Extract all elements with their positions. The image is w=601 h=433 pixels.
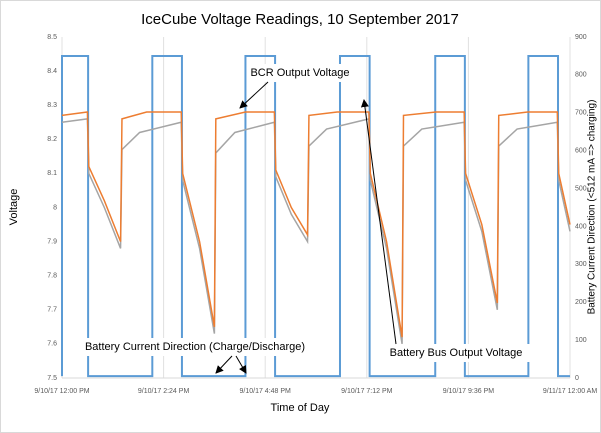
plot-area: 9/10/17 12:00 PM 9/10/17 2:24 PM 9/10/17 4… <box>34 34 597 395</box>
x-tick-label: 9/10/17 9:36 PM <box>443 388 495 395</box>
annotation-bg <box>376 344 536 362</box>
annotation: BCR Output Voltage <box>250 67 349 79</box>
y-tick-label: 7.6 <box>47 341 57 348</box>
y-tick-label: 8 <box>53 204 57 211</box>
x-axis-title: Time of Day <box>271 402 330 414</box>
y2-tick-label: 800 <box>575 72 587 79</box>
x-tick-label: 9/10/17 4:48 PM <box>240 388 292 395</box>
series-line <box>61 54 570 378</box>
annotation-arrow <box>360 99 397 345</box>
y2-tick-label: 700 <box>575 110 587 117</box>
y-tick-label: 7.5 <box>47 375 57 382</box>
annotation-bg <box>248 64 352 82</box>
x-tick-label: 9/11/17 12:00 AM <box>543 388 598 395</box>
y-tick-label: 7.8 <box>47 273 57 280</box>
y2-tick-label: 200 <box>575 299 587 306</box>
x-tick-label: 9/10/17 2:24 PM <box>138 388 190 395</box>
annotation: Battery Current Direction (Charge/Discha… <box>85 341 305 353</box>
annotations: BCR Output Voltage Battery Current Direc… <box>66 64 536 374</box>
y2-tick-label: 100 <box>575 337 587 344</box>
annotation: Battery Bus Output Voltage <box>390 347 523 359</box>
y-tick-label: 7.7 <box>47 307 57 314</box>
series-line <box>61 111 571 338</box>
y-tick-label: 8.5 <box>47 34 57 41</box>
y-tick-label: 8.3 <box>47 102 57 109</box>
y-tick-label: 8.1 <box>47 170 57 177</box>
y2-tick-label: 300 <box>575 261 587 268</box>
y2-tick-label: 500 <box>575 185 587 192</box>
y-tick-label: 8.2 <box>47 136 57 143</box>
annotation-arrow <box>215 355 233 374</box>
x-tick-label: 9/10/17 7:12 PM <box>341 388 393 395</box>
y-tick-label: 7.9 <box>47 238 57 245</box>
annotation-arrow <box>239 81 269 109</box>
y2-tick-label: 900 <box>575 34 587 41</box>
y2-tick-label: 600 <box>575 148 587 155</box>
y-axis-title: Voltage <box>8 189 20 226</box>
y-tick-label: 8.4 <box>47 68 57 75</box>
chart-title: IceCube Voltage Readings, 10 September 2… <box>141 11 459 28</box>
y2-axis-title: Battery Current Direction (<512 mA => ch… <box>587 100 598 315</box>
y2-tick-label: 400 <box>575 223 587 230</box>
annotation-bg <box>66 338 324 356</box>
x-tick-label: 9/10/17 12:00 PM <box>34 388 89 395</box>
y2-tick-label: 0 <box>575 375 579 382</box>
annotation-arrow <box>235 355 247 374</box>
